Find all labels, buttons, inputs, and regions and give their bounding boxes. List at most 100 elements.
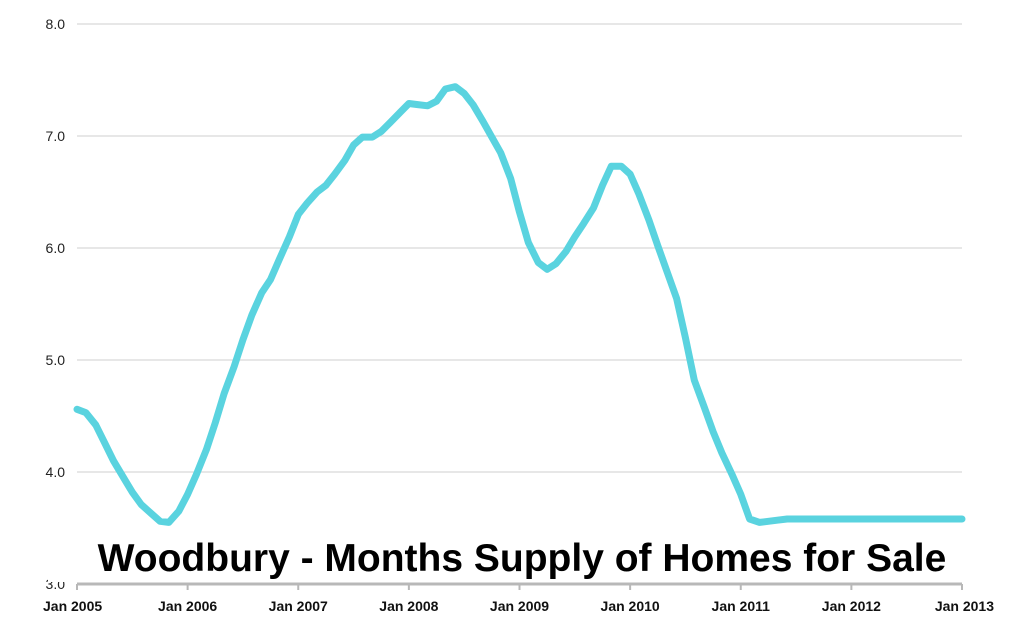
data-point <box>740 493 742 496</box>
data-point <box>537 261 540 264</box>
data-point <box>933 518 936 520</box>
y-axis: 3.04.05.06.07.08.0 <box>46 16 66 592</box>
data-point <box>776 519 779 521</box>
data-point <box>380 130 383 133</box>
x-tick-label: Jan 2008 <box>379 598 438 614</box>
data-point <box>426 105 429 107</box>
data-point <box>195 473 198 476</box>
data-point <box>223 392 225 395</box>
data-point <box>721 452 723 454</box>
data-point <box>186 493 189 496</box>
data-point <box>712 430 714 433</box>
data-point <box>435 100 438 103</box>
data-point <box>112 460 115 462</box>
x-tick-label: Jan 2009 <box>490 598 549 614</box>
data-point <box>122 476 125 479</box>
data-point <box>601 184 604 187</box>
data-point <box>703 406 705 408</box>
data-point <box>85 411 87 414</box>
data-point <box>610 165 613 167</box>
data-point <box>150 512 152 515</box>
data-point <box>288 236 291 238</box>
x-axis: Jan 2005 Jan 2006 Jan 2007 Jan 2008 Jan 2009… <box>43 582 994 614</box>
data-point <box>693 379 696 382</box>
chart-title: Woodbury - Months Supply of Homes for Sa… <box>98 537 947 580</box>
data-point <box>131 491 134 494</box>
data-point <box>961 518 963 520</box>
data-point <box>814 518 816 520</box>
data-point <box>389 121 391 124</box>
series-line-0 <box>73 83 966 526</box>
data-point <box>306 202 308 204</box>
data-point <box>242 339 244 341</box>
data-point <box>444 88 447 90</box>
data-point <box>841 518 844 520</box>
data-point <box>657 245 659 247</box>
series-layer <box>73 83 966 526</box>
data-point <box>269 278 272 281</box>
data-point <box>665 269 668 272</box>
data-point <box>831 518 834 520</box>
x-tick-label: Jan 2012 <box>822 598 881 614</box>
data-point <box>850 518 853 520</box>
data-point <box>804 518 806 520</box>
data-point <box>361 136 364 138</box>
data-point <box>499 152 502 154</box>
y-tick-label: 8.0 <box>46 16 66 32</box>
x-tick-label: Jan 2011 <box>712 598 771 614</box>
y-tick-label: 6.0 <box>46 240 66 256</box>
data-point <box>316 191 318 193</box>
data-point <box>482 120 484 123</box>
data-point <box>565 250 567 253</box>
data-point <box>897 518 899 520</box>
x-tick-label: Jan 2006 <box>158 598 217 614</box>
y-tick-label: 5.0 <box>46 352 66 368</box>
data-point <box>859 518 861 520</box>
data-point <box>325 184 327 187</box>
data-point <box>869 518 871 520</box>
data-point <box>748 518 751 520</box>
data-point <box>952 518 954 520</box>
data-point <box>251 314 253 317</box>
data-point <box>472 103 474 106</box>
data-point <box>887 518 889 520</box>
data-point <box>399 111 401 114</box>
x-tick-label: Jan 2007 <box>269 598 328 614</box>
data-point <box>343 159 346 162</box>
data-point <box>103 442 106 444</box>
data-point <box>454 85 457 88</box>
data-point <box>582 222 585 225</box>
data-point <box>233 365 235 368</box>
data-point <box>731 473 733 476</box>
data-point <box>555 262 557 265</box>
data-point <box>95 424 97 426</box>
data-point <box>767 520 770 523</box>
data-point <box>684 336 687 339</box>
data-point <box>214 421 217 424</box>
x-tick-label: Jan 2010 <box>601 598 660 614</box>
data-point <box>675 297 678 300</box>
data-point <box>334 173 336 175</box>
data-point <box>942 518 944 520</box>
data-point <box>205 448 208 451</box>
data-point <box>620 165 623 167</box>
data-point <box>546 268 548 271</box>
data-point <box>297 213 300 216</box>
data-point <box>509 177 512 180</box>
data-point <box>758 521 761 524</box>
y-tick-label: 7.0 <box>46 128 66 144</box>
gridlines <box>77 23 962 473</box>
data-point <box>491 136 493 138</box>
data-point <box>574 236 576 238</box>
data-point <box>178 510 180 512</box>
data-point <box>905 518 908 520</box>
x-tick-label: Jan 2013 <box>935 598 994 614</box>
data-point <box>463 92 466 95</box>
data-point <box>648 219 650 221</box>
data-point <box>592 206 595 209</box>
data-point <box>914 518 917 520</box>
y-tick-label: 4.0 <box>46 464 66 480</box>
data-point <box>924 518 927 520</box>
data-point <box>638 193 640 195</box>
